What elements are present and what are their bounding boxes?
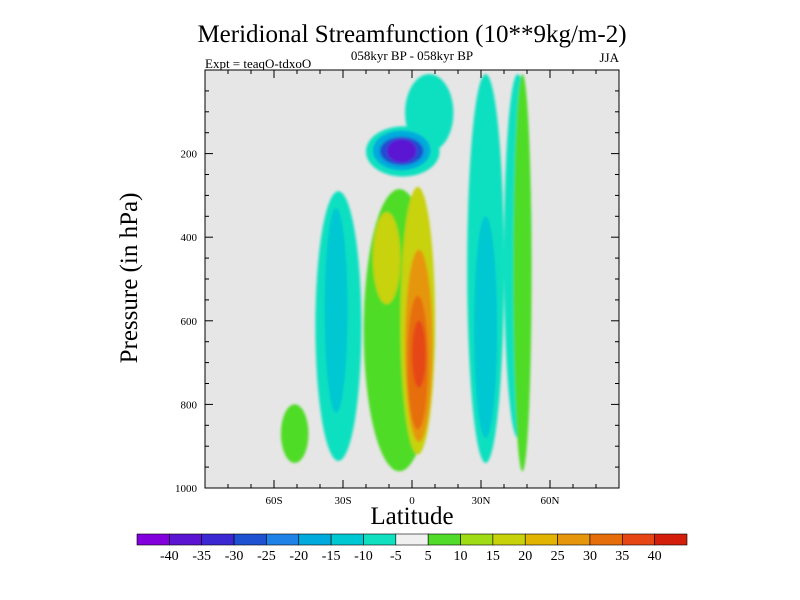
colorbar-label: -40 — [160, 549, 179, 564]
contour-region-10 — [513, 74, 532, 472]
x-tick-label: 30S — [334, 495, 351, 507]
contour-region-8 — [474, 216, 498, 438]
colorbar-label: 5 — [425, 549, 432, 564]
colorbar-swatch — [363, 533, 397, 546]
colorbar-swatch — [654, 533, 688, 546]
y-tick-label: 800 — [181, 399, 198, 411]
colorbar-label: 10 — [454, 549, 468, 564]
colorbar-label: 25 — [551, 549, 565, 564]
chart-title: Meridional Streamfunction (10**9kg/m-2) — [197, 21, 626, 48]
colorbar-label: 15 — [486, 549, 500, 564]
experiment-label: Expt = teaqO-tdxoO — [205, 56, 311, 71]
x-axis-label: Latitude — [370, 503, 453, 530]
colorbar-label: 30 — [583, 549, 597, 564]
y-tick-label: 400 — [181, 232, 198, 244]
colorbar-swatch — [169, 533, 203, 546]
colorbar-label: -15 — [322, 549, 341, 564]
colorbar-swatch — [266, 533, 300, 546]
colorbar-swatch — [492, 533, 526, 546]
colorbar-swatch — [233, 533, 267, 546]
contour-region-6 — [386, 138, 417, 163]
y-axis-label: Pressure (in hPa) — [116, 193, 143, 364]
colorbar-label: -30 — [225, 549, 244, 564]
colorbar-label: -5 — [390, 549, 402, 564]
colorbar-swatch — [298, 533, 332, 546]
colorbar-swatch — [395, 533, 429, 546]
colorbar-swatch — [460, 533, 494, 546]
contour-regions — [280, 74, 532, 472]
y-tick-label: 200 — [181, 149, 198, 161]
colorbar-swatch — [201, 533, 235, 546]
colorbar: -40 -35 -30 -25 -20 -15 -10 -5 5 10 15 20 25 30 35 40 — [136, 533, 688, 564]
colorbar-label: -10 — [354, 549, 373, 564]
colorbar-label: -25 — [257, 549, 276, 564]
contour-region-13 — [372, 212, 401, 305]
colorbar-swatch — [427, 533, 461, 546]
colorbar-swatch — [524, 533, 558, 546]
x-tick-label: 30N — [472, 495, 491, 507]
colorbar-swatch — [589, 533, 623, 546]
colorbar-swatch — [136, 533, 170, 546]
x-tick-label: 0 — [409, 495, 415, 507]
x-tick-label: 60S — [265, 495, 282, 507]
colorbar-swatch — [557, 533, 591, 546]
y-tick-label: 600 — [181, 316, 198, 328]
contour-region-1 — [324, 207, 348, 413]
colorbar-swatch — [330, 533, 364, 546]
contour-region-17 — [412, 320, 426, 388]
x-tick-label: 60N — [541, 495, 560, 507]
contour-region-11 — [280, 404, 309, 463]
colorbar-label: 20 — [518, 549, 532, 564]
colorbar-label: -35 — [192, 549, 211, 564]
season-label: JJA — [599, 50, 619, 65]
colorbar-label: 40 — [648, 549, 662, 564]
y-axis: 200 400 600 800 1000 — [175, 90, 619, 495]
colorbar-label: 35 — [615, 549, 629, 564]
chart-subtitle: 058kyr BP - 058kyr BP — [351, 48, 473, 63]
x-axis: 60S 30S 0 30N 60N — [227, 70, 597, 507]
colorbar-label: -20 — [289, 549, 308, 564]
y-tick-label: 1000 — [175, 483, 198, 495]
colorbar-swatch — [621, 533, 655, 546]
